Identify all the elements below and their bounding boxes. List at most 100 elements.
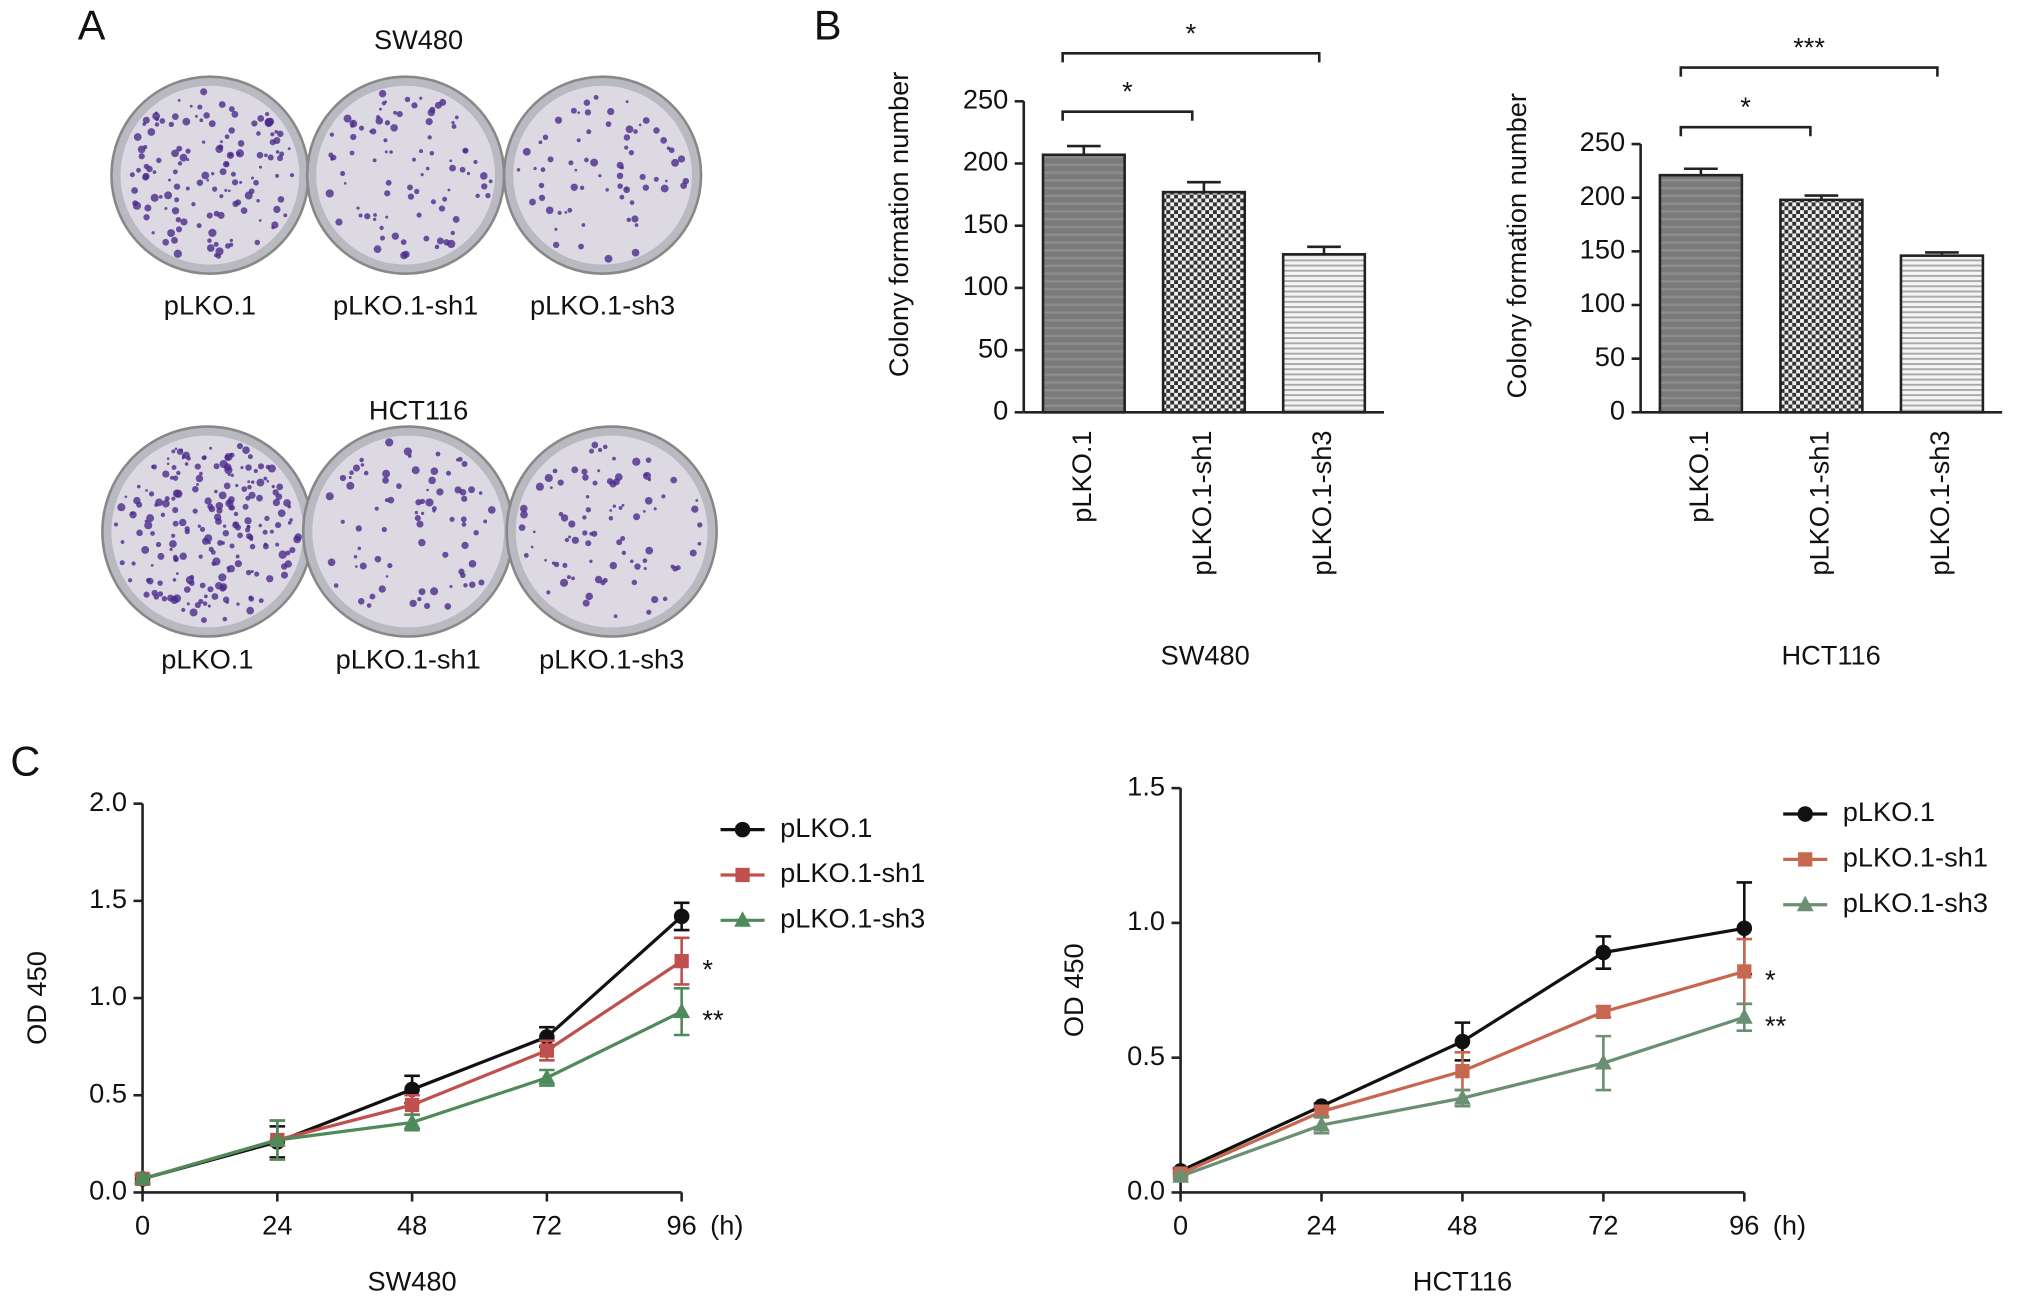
colony bbox=[351, 121, 355, 125]
colony bbox=[665, 179, 668, 183]
colony bbox=[585, 494, 590, 499]
colony bbox=[329, 132, 335, 137]
colony bbox=[473, 159, 478, 165]
colony bbox=[275, 173, 280, 178]
colony bbox=[150, 563, 154, 567]
dish-inner bbox=[515, 435, 708, 628]
colony bbox=[570, 183, 578, 191]
colony bbox=[582, 474, 589, 481]
colony bbox=[634, 223, 639, 227]
colony bbox=[177, 161, 183, 166]
colony bbox=[207, 586, 214, 593]
colony bbox=[485, 192, 491, 199]
colony bbox=[257, 115, 265, 122]
colony bbox=[387, 496, 395, 504]
colony bbox=[172, 578, 177, 582]
colony bbox=[390, 124, 398, 132]
colony bbox=[564, 210, 568, 214]
colony bbox=[609, 509, 613, 512]
colony bbox=[179, 518, 187, 527]
colony bbox=[138, 153, 145, 160]
colony bbox=[434, 244, 440, 250]
colony bbox=[213, 241, 219, 247]
colony bbox=[136, 167, 141, 173]
colony bbox=[628, 150, 635, 156]
bar bbox=[1281, 253, 1367, 414]
x-axis-title: SW480 bbox=[367, 1265, 456, 1296]
colony bbox=[412, 157, 416, 162]
colony bbox=[642, 558, 648, 563]
colony bbox=[396, 111, 403, 118]
colony bbox=[229, 504, 236, 511]
colony bbox=[584, 157, 589, 163]
colony bbox=[416, 520, 424, 528]
colony bbox=[383, 138, 388, 143]
colony bbox=[384, 100, 388, 104]
colony bbox=[124, 495, 128, 499]
colony bbox=[169, 540, 177, 548]
colony bbox=[194, 601, 201, 609]
y-tick-label: 0 bbox=[993, 394, 1008, 425]
colony bbox=[222, 524, 227, 528]
colony bbox=[162, 238, 170, 246]
x-tick-label: 24 bbox=[262, 1210, 292, 1241]
colony bbox=[616, 172, 624, 180]
colony bbox=[689, 549, 697, 557]
colony bbox=[222, 616, 228, 622]
colony bbox=[653, 507, 657, 511]
colony bbox=[153, 594, 160, 600]
colony bbox=[385, 438, 394, 447]
colony bbox=[357, 546, 362, 551]
colony bbox=[634, 563, 641, 570]
x-tick-label: pLKO.1-sh1 bbox=[1804, 430, 1835, 575]
legend-label: pLKO.1-sh3 bbox=[1843, 887, 1988, 918]
colony bbox=[235, 483, 239, 488]
colony bbox=[571, 536, 580, 544]
colony bbox=[442, 196, 448, 202]
colony bbox=[177, 99, 181, 102]
colony bbox=[217, 211, 225, 219]
colony bbox=[403, 447, 413, 456]
colony bbox=[227, 189, 231, 193]
colony bbox=[621, 503, 625, 507]
colony bbox=[264, 515, 270, 522]
colony bbox=[234, 560, 242, 568]
colony bbox=[576, 138, 581, 143]
data-point bbox=[1314, 1104, 1329, 1119]
bar bbox=[1779, 198, 1864, 414]
colony bbox=[175, 572, 179, 576]
colony bbox=[169, 547, 173, 551]
colony bbox=[325, 189, 334, 198]
colony bbox=[129, 172, 135, 178]
colony bbox=[459, 166, 466, 173]
y-tick-label: 200 bbox=[1580, 180, 1625, 211]
colony bbox=[229, 238, 234, 243]
colony bbox=[130, 511, 134, 515]
colony bbox=[154, 503, 159, 507]
colony bbox=[697, 541, 702, 546]
colony bbox=[372, 158, 377, 163]
colony bbox=[349, 150, 355, 156]
colony bbox=[533, 166, 537, 171]
colony bbox=[407, 454, 412, 458]
colony bbox=[384, 150, 388, 154]
colony bbox=[195, 474, 204, 483]
dish-label: pLKO.1 bbox=[161, 643, 253, 674]
colony bbox=[229, 242, 234, 247]
colony bbox=[199, 118, 204, 123]
colony bbox=[461, 495, 468, 502]
colony bbox=[551, 561, 556, 565]
x-unit: (h) bbox=[710, 1210, 743, 1241]
y-tick-label: 50 bbox=[978, 332, 1008, 363]
significance-label: *** bbox=[1793, 32, 1825, 63]
colony bbox=[154, 122, 160, 127]
colony bbox=[605, 188, 609, 192]
colony bbox=[619, 165, 624, 170]
colony bbox=[136, 484, 141, 489]
colony bbox=[172, 169, 178, 175]
colony bbox=[266, 575, 274, 583]
colony bbox=[222, 596, 230, 603]
colony bbox=[171, 449, 176, 454]
colony bbox=[169, 475, 174, 480]
